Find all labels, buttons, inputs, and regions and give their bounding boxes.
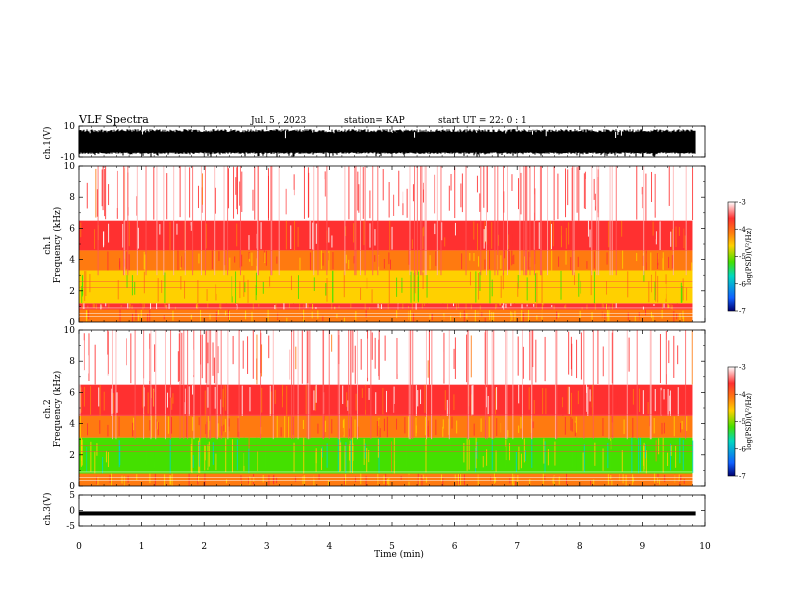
colorbar-tick-label: -3 (739, 199, 746, 207)
spectral-band (79, 250, 693, 271)
spectral-band (79, 220, 693, 251)
colorbar-tick-label: -4 (739, 391, 746, 399)
spectral-band (79, 330, 693, 385)
ch2-ylabel-channel: ch.2 (43, 399, 53, 418)
ch1-colorbar: -3 -4 -5 -6 -7 log(PSD)(V²/Hz) (727, 199, 753, 316)
ch1-ylabel-freq: Frequency (kHz) (52, 207, 63, 284)
spectral-band (79, 303, 693, 310)
y-tick-label: 2 (69, 451, 75, 461)
colorbar-scale (727, 201, 736, 312)
ch2-spectrogram-panel: 0 2 4 6 8 10 (64, 326, 706, 492)
ch1-spectrogram-panel: 0 2 4 6 8 10 (64, 162, 706, 328)
spectral-band (79, 415, 693, 438)
spectral-band (79, 270, 693, 304)
spectral-band (79, 166, 693, 221)
ch1-ylabel-channel: ch.1 (43, 235, 53, 254)
y-tick-label: 10 (64, 122, 76, 132)
y-tick-label: 4 (69, 256, 75, 266)
date-label: Jul. 5 , 2023 (250, 116, 306, 126)
station-label: station= KAP (344, 116, 405, 126)
x-tick-label: 5 (389, 542, 395, 552)
y-tick-label: 8 (69, 357, 75, 367)
colorbar-tick-label: -3 (739, 364, 746, 372)
ch3-waveform-trace (79, 511, 696, 516)
x-tick-label: 9 (640, 542, 646, 552)
start-time-label: start UT = 22: 0 : 1 (438, 116, 527, 126)
figure-title: VLF Spectra (78, 113, 149, 126)
x-tick-label: 0 (76, 542, 82, 552)
y-tick-label: 2 (69, 287, 75, 297)
colorbar-tick-label: -5 (739, 253, 746, 261)
y-tick-label: 4 (69, 420, 75, 430)
x-tick-label: 8 (577, 542, 583, 552)
colorbar-label: log(PSD)(V²/Hz) (745, 393, 753, 450)
ch1-volt-ylabel: ch.1(V) (42, 127, 53, 160)
colorbar-tick-label: -6 (739, 445, 746, 453)
y-tick-label: 0 (69, 482, 75, 492)
ch1-waveform-trace (78, 129, 696, 157)
spectrogram-texture (79, 330, 694, 486)
x-axis-label: Time (min) (374, 549, 424, 560)
y-tick-label: 0 (69, 318, 75, 328)
colorbar-label: log(PSD)(V²/Hz) (745, 228, 753, 285)
panel-frame (78, 494, 706, 527)
y-tick-label: -5 (66, 522, 75, 532)
x-tick-label: 1 (139, 542, 145, 552)
ch3-volt-ylabel: ch.3(V) (42, 493, 53, 526)
x-tick-label: 4 (327, 542, 333, 552)
x-tick-label: 10 (699, 542, 711, 552)
spectrogram-texture (79, 166, 694, 322)
y-tick-label: -10 (61, 153, 76, 163)
ch2-colorbar: -3 -4 -5 -6 -7 log(PSD)(V²/Hz) (727, 364, 753, 481)
x-tick-label: 2 (201, 542, 207, 552)
colorbar-tick-label: -7 (739, 308, 746, 316)
colorbar-tick-label: -7 (739, 473, 746, 481)
ch1-waveform-panel: 10 -10 (61, 122, 706, 163)
ch3-waveform-panel: 5 0 -5 (66, 491, 706, 532)
spectral-band (79, 309, 693, 322)
colorbar-scale (727, 366, 736, 477)
x-tick-label: 6 (452, 542, 458, 552)
y-tick-label: 8 (69, 193, 75, 203)
ch2-ylabel-freq: Frequency (kHz) (52, 371, 63, 448)
y-tick-label: 6 (69, 224, 75, 234)
y-tick-label: 10 (64, 162, 76, 172)
x-tick-label: 3 (264, 542, 270, 552)
colorbar-tick-label: -6 (739, 280, 746, 288)
y-tick-label: 5 (69, 491, 75, 501)
y-tick-label: 0 (69, 507, 75, 517)
y-tick-label: 6 (69, 388, 75, 398)
colorbar-tick-label: -5 (739, 418, 746, 426)
y-tick-label: 10 (64, 326, 76, 336)
x-tick-label: 7 (514, 542, 520, 552)
colorbar-tick-label: -4 (739, 226, 746, 234)
